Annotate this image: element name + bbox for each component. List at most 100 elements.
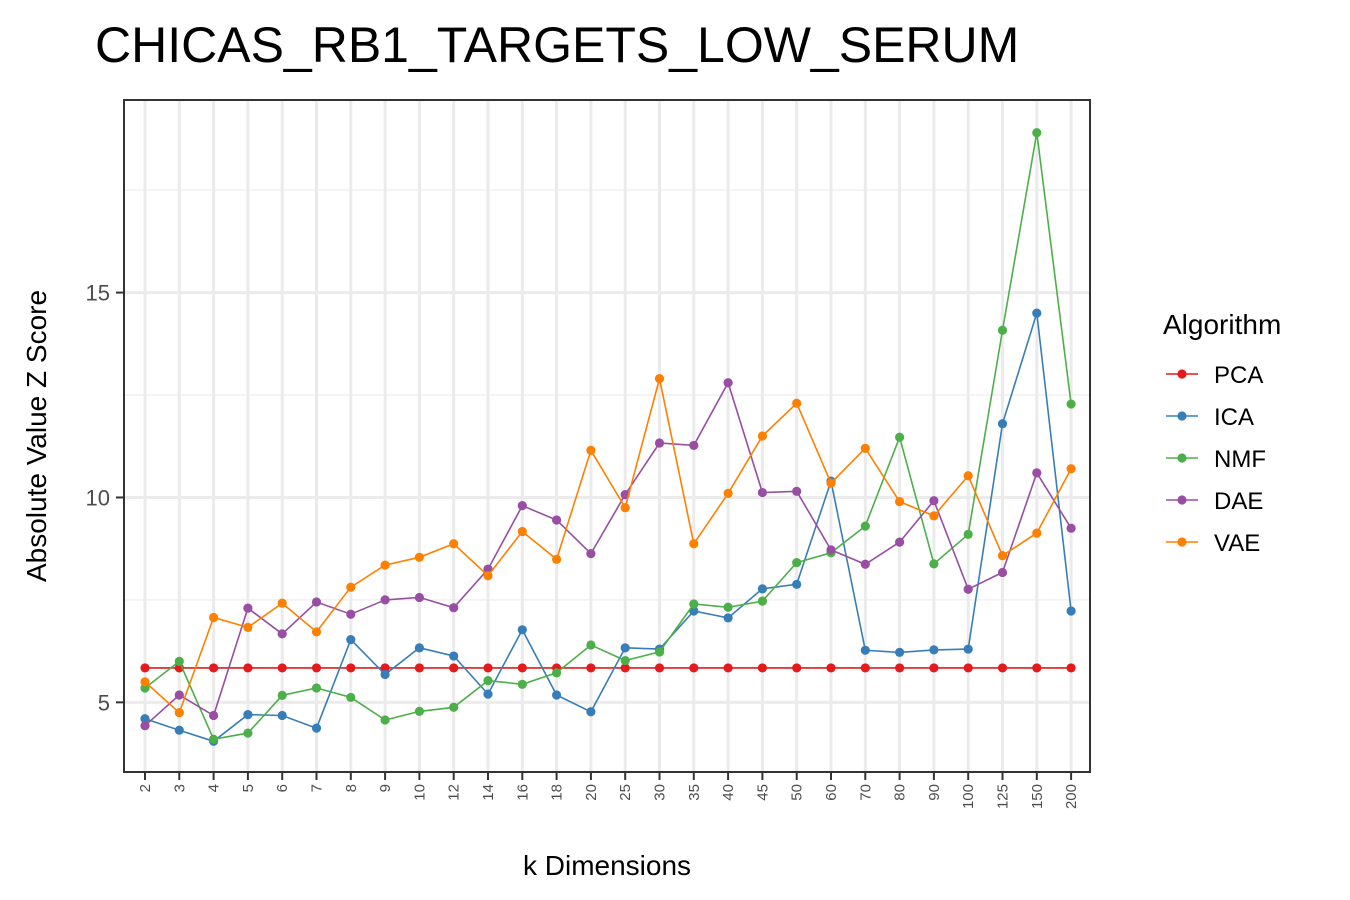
x-tick-label: 90 — [926, 784, 943, 801]
data-point-dae — [346, 609, 356, 619]
data-point-pca — [689, 663, 699, 673]
data-point-vae — [586, 445, 596, 455]
legend-label: VAE — [1214, 530, 1260, 557]
legend: Algorithm PCA ICA NMF DAE VAE — [1163, 309, 1281, 557]
data-point-dae — [174, 690, 184, 700]
legend-item-dae: DAE — [1166, 488, 1263, 515]
data-point-dae — [723, 378, 733, 388]
data-point-vae — [517, 526, 527, 537]
data-point-ica — [346, 635, 356, 645]
plot-grid — [124, 100, 1090, 772]
data-point-nmf — [1066, 399, 1076, 409]
data-point-vae — [243, 622, 253, 632]
data-point-ica — [757, 584, 768, 594]
data-point-nmf — [174, 656, 184, 666]
data-point-vae — [929, 511, 939, 521]
series-line-nmf — [144, 132, 1072, 741]
data-point-nmf — [1032, 128, 1042, 138]
data-point-dae — [997, 567, 1008, 578]
data-point-pca — [963, 663, 973, 673]
data-point-dae — [517, 501, 527, 511]
data-point-ica — [277, 710, 287, 721]
x-tick-label: 7 — [309, 784, 326, 792]
data-point-dae — [757, 487, 768, 498]
data-point-dae — [963, 584, 973, 594]
data-point-dae — [1066, 523, 1076, 533]
data-point-nmf — [792, 558, 802, 568]
data-point-nmf — [311, 683, 322, 693]
x-tick-label: 14 — [480, 784, 497, 801]
x-tick-label: 50 — [789, 784, 806, 801]
data-point-ica — [723, 613, 733, 623]
x-tick-label: 25 — [617, 784, 634, 801]
data-point-vae — [311, 627, 322, 637]
data-point-ica — [963, 644, 973, 654]
x-tick-label: 18 — [549, 784, 566, 801]
data-point-pca — [826, 663, 836, 673]
x-tick-label: 35 — [686, 784, 703, 801]
data-point-nmf — [723, 602, 733, 612]
data-point-pca — [209, 663, 219, 673]
data-point-ica — [586, 707, 596, 717]
data-point-dae — [552, 515, 562, 525]
y-tick-label: 10 — [86, 485, 110, 510]
x-tick-label: 12 — [446, 784, 463, 801]
data-point-nmf — [654, 647, 665, 657]
data-point-nmf — [414, 706, 424, 716]
legend-key-point — [1177, 537, 1187, 547]
data-point-nmf — [243, 728, 253, 738]
data-point-ica — [552, 690, 562, 700]
data-point-dae — [209, 710, 219, 721]
data-point-ica — [929, 645, 939, 655]
data-point-vae — [654, 374, 665, 384]
series-nmf — [140, 128, 1076, 744]
data-point-nmf — [517, 679, 527, 689]
x-tick-label: 4 — [206, 784, 223, 792]
data-point-pca — [1032, 663, 1042, 673]
data-point-vae — [826, 478, 836, 488]
data-point-ica — [174, 725, 184, 735]
data-point-dae — [380, 595, 390, 605]
data-point-vae — [689, 539, 699, 549]
data-point-nmf — [483, 676, 493, 686]
data-point-ica — [895, 647, 905, 657]
data-point-ica — [449, 651, 459, 661]
data-point-nmf — [552, 668, 562, 678]
data-point-vae — [792, 398, 802, 408]
x-tick-label: 2 — [137, 784, 154, 792]
data-point-dae — [929, 496, 939, 506]
data-point-vae — [552, 554, 562, 564]
data-point-dae — [792, 486, 802, 496]
legend-title: Algorithm — [1163, 309, 1281, 340]
legend-item-pca: PCA — [1166, 362, 1263, 389]
data-point-dae — [689, 440, 699, 451]
data-point-ica — [1032, 308, 1042, 318]
data-point-ica — [620, 643, 630, 653]
data-point-ica — [414, 643, 424, 653]
x-tick-label: 60 — [823, 784, 840, 801]
legend-label: DAE — [1214, 488, 1263, 515]
data-point-vae — [895, 496, 905, 507]
y-axis-title: Absolute Value Z Score — [21, 290, 52, 582]
data-point-dae — [586, 549, 596, 559]
legend-label: PCA — [1214, 362, 1263, 389]
data-point-ica — [1066, 606, 1076, 616]
data-point-vae — [757, 431, 768, 441]
data-point-vae — [449, 539, 459, 549]
x-tick-label: 80 — [892, 784, 909, 801]
data-point-ica — [689, 606, 699, 616]
data-point-pca — [723, 663, 733, 673]
plot-panel-border — [123, 99, 1091, 773]
data-point-vae — [620, 503, 630, 513]
data-point-nmf — [586, 640, 596, 650]
data-point-pca — [997, 663, 1008, 673]
x-axis: 2 3 4 5 6 7 8 9 10 12 14 16 18 20 25 30 35 40 45 50 60 70 80 90… — [137, 772, 1080, 809]
data-point-pca — [895, 663, 905, 673]
data-point-vae — [1066, 464, 1076, 474]
data-point-dae — [895, 537, 905, 547]
data-point-vae — [209, 612, 219, 623]
data-point-vae — [963, 471, 973, 481]
data-point-ica — [140, 714, 150, 724]
x-tick-label: 100 — [960, 784, 977, 809]
